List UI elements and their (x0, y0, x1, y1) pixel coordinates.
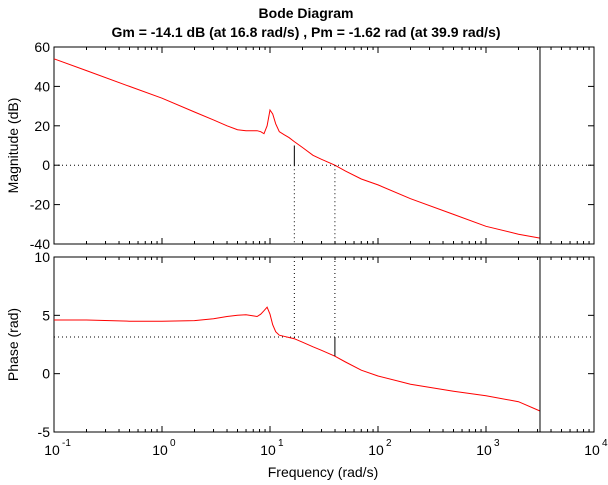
magnitude-y-tick-label: -40 (30, 236, 50, 252)
x-tick-label: 10 (584, 442, 600, 458)
magnitude-y-tick-label: 40 (34, 78, 50, 94)
x-tick-label: 10 (368, 442, 384, 458)
x-tick-label: 10 (476, 442, 492, 458)
phase-y-tick-label: -5 (38, 424, 51, 440)
x-tick-label: 10 (44, 442, 60, 458)
magnitude-y-tick-label: 20 (34, 118, 50, 134)
phase-series-line (54, 306, 541, 412)
magnitude-plot-frame (53, 46, 595, 245)
x-tick-exponent: 0 (170, 438, 176, 449)
phase-y-tick-label: 10 (34, 249, 50, 265)
x-tick-exponent: 1 (278, 438, 284, 449)
frequency-axis-label: Frequency (rad/s) (268, 464, 378, 480)
magnitude-y-tick-label: -20 (30, 197, 50, 213)
chart-title: Bode Diagram (259, 5, 354, 21)
magnitude-y-tick-label: 0 (42, 157, 50, 173)
magnitude-axes: -40 -20 0 20 40 60 (30, 39, 595, 252)
chart-subtitle: Gm = -14.1 dB (at 16.8 rad/s) , Pm = -1.… (111, 24, 500, 40)
x-tick-exponent: 3 (494, 438, 500, 449)
phase-axes: -5 0 5 10 (34, 249, 595, 440)
phase-plot-frame (53, 256, 595, 433)
phase-y-tick-label: 5 (42, 307, 50, 323)
x-tick-exponent: -1 (62, 438, 71, 449)
magnitude-series-line (53, 58, 541, 239)
magnitude-axis-label: Magnitude (dB) (5, 98, 21, 194)
x-tick-exponent: 4 (602, 438, 608, 449)
x-tick-label: 10 (152, 442, 168, 458)
x-tick-exponent: 2 (386, 438, 392, 449)
magnitude-y-tick-label: 60 (34, 39, 50, 55)
x-tick-label: 10 (260, 442, 276, 458)
phase-y-tick-label: 0 (42, 366, 50, 382)
phase-axis-label: Phase (rad) (5, 308, 21, 381)
